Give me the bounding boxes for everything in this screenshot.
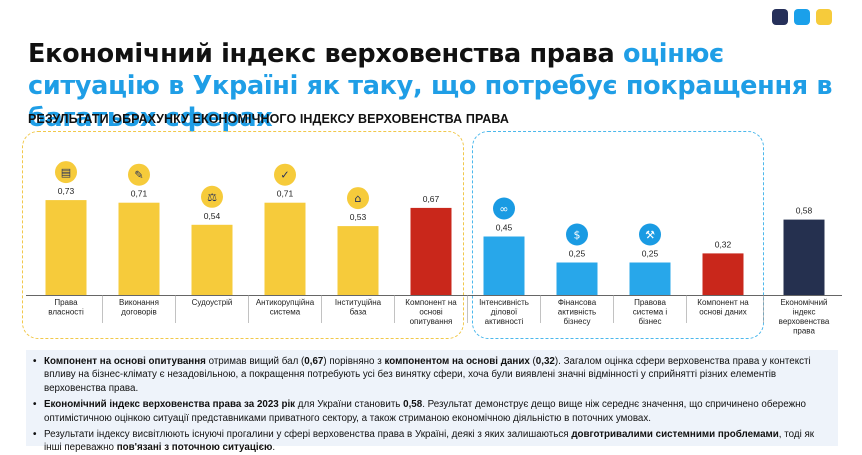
svg-text:✓: ✓ — [280, 169, 289, 182]
bar-7 — [483, 236, 525, 295]
contract-icon: ✎ — [128, 163, 150, 186]
data-label-8: 0,25 — [569, 249, 586, 259]
svg-text:$: $ — [574, 229, 581, 242]
category-label-6: Компонент на основі опитування — [405, 298, 457, 326]
data-label-3: 0,54 — [204, 211, 221, 221]
note-item-2: Економічний індекс верховенства права за… — [33, 398, 830, 425]
institution-icon: ⌂ — [347, 187, 369, 210]
category-label-7: Інтенсивність ділової активності — [479, 298, 529, 326]
category-label-3: Судоустрій — [192, 298, 233, 307]
page-title: Економічний індекс верховенства права оц… — [28, 38, 858, 134]
category-label-9: Правова система і бізнес — [633, 298, 668, 326]
bar-5 — [337, 226, 379, 295]
scales-icon: ⚖ — [201, 185, 223, 208]
bar-3 — [191, 224, 233, 295]
brand-dot-navy — [772, 9, 788, 25]
category-label-8: Фінансова активність бізнесу — [558, 298, 597, 326]
data-label-11: 0,58 — [796, 206, 813, 216]
bar-1 — [45, 200, 87, 295]
data-label-2: 0,71 — [131, 189, 148, 199]
data-label-1: 0,73 — [58, 186, 75, 196]
note-item-1: Компонент на основі опитування отримав в… — [33, 355, 830, 395]
brand-dots — [772, 9, 832, 25]
chart-subtitle: РЕЗУЛЬТАТИ ОБРАХУНКУ ЕКОНОМІЧНОГО ІНДЕКС… — [28, 112, 510, 126]
title-part-accent: оцінює ситуацію в Україні як таку, що по… — [28, 39, 833, 133]
svg-text:⌂: ⌂ — [355, 192, 362, 205]
finance-icon: $ — [566, 223, 588, 246]
bar-2 — [118, 202, 160, 295]
category-label-4: Антикорупційна система — [256, 298, 315, 317]
factory-icon: ▤ — [55, 161, 77, 184]
category-label-1: Права власності — [48, 298, 84, 317]
data-label-6: 0,67 — [423, 194, 440, 204]
survey-group-frame — [22, 131, 464, 339]
category-label-5: Інституційна база — [335, 298, 382, 317]
data-label-4: 0,71 — [277, 189, 294, 199]
title-part-dark: Економічний індекс верховенства права — [28, 39, 623, 69]
brand-dot-blue — [794, 9, 810, 25]
bar-10 — [702, 253, 744, 295]
brand-dot-yellow — [816, 9, 832, 25]
bar-6 — [410, 207, 452, 295]
category-label-10: Компонент на основі даних — [697, 298, 749, 317]
category-label-2: Виконання договорів — [119, 298, 159, 317]
bar-9 — [629, 262, 671, 295]
bar-4 — [264, 202, 306, 295]
gavel-icon: ⚒ — [639, 223, 661, 246]
bar-8 — [556, 262, 598, 295]
svg-text:▤: ▤ — [61, 166, 71, 179]
data-label-10: 0,32 — [715, 239, 732, 249]
notes-panel: Компонент на основі опитування отримав в… — [26, 350, 838, 453]
notes-list: Компонент на основі опитування отримав в… — [26, 350, 838, 455]
data-label-5: 0,53 — [350, 212, 367, 222]
handshake-icon: ∞ — [493, 197, 515, 220]
bar-11 — [783, 219, 825, 295]
category-label-11: Економічний індекс верховенства права — [779, 298, 830, 336]
note-item-3: Результати індексу висвітлюють існуючі п… — [33, 428, 830, 455]
data-label-9: 0,25 — [642, 249, 659, 259]
svg-text:⚖: ⚖ — [207, 191, 217, 204]
svg-text:⚒: ⚒ — [645, 229, 655, 242]
svg-text:∞: ∞ — [499, 203, 508, 216]
data-group-frame — [472, 131, 764, 339]
svg-text:✎: ✎ — [134, 169, 143, 182]
anticorruption-icon: ✓ — [274, 163, 296, 186]
data-label-7: 0,45 — [496, 223, 513, 233]
